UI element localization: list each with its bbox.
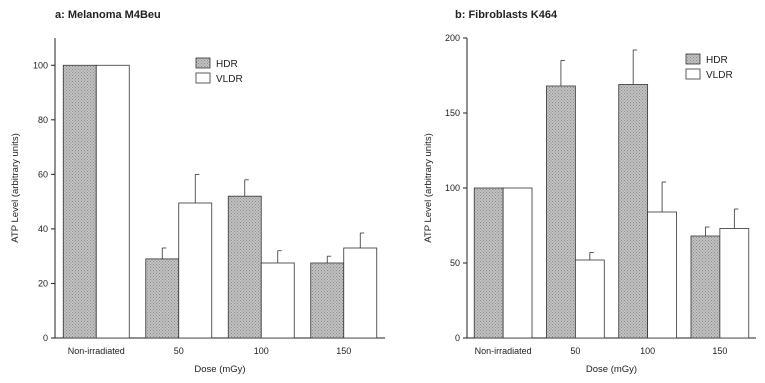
x-tick-label: Non-irradiated: [68, 346, 125, 356]
bar-vldr-2: [260, 262, 295, 339]
bar-hdr-1: [546, 85, 576, 339]
chart-panel-fibroblasts: b: Fibroblasts K464 0 50 100 150 200 ATP Level…: [423, 9, 756, 375]
bar-hdr-3: [690, 235, 721, 339]
bar-hdr-1: [145, 258, 180, 339]
legend-swatch-vldr: [685, 68, 701, 80]
x-tick-label: 100: [640, 346, 655, 356]
x-tick-label: 50: [174, 346, 184, 356]
y-tick-label: 20: [38, 278, 48, 288]
y-tick-label: 0: [455, 333, 460, 343]
y-tick-label: 200: [445, 33, 460, 43]
x-axis-title: Dose (mGy): [586, 364, 637, 375]
bar-hdr-3: [310, 262, 345, 339]
chart-panel-melanoma: a: Melanoma M4Beu 0 20 40 60 80 100 ATP Level (…: [10, 9, 385, 375]
bar-vldr-1: [178, 202, 213, 339]
legend-swatch-vldr: [195, 72, 211, 84]
bar-vldr-0: [502, 187, 533, 339]
legend-label-hdr: HDR: [216, 59, 238, 70]
y-tick-label: 60: [38, 169, 48, 179]
x-tick-label: 150: [712, 346, 727, 356]
bar-vldr-2: [647, 211, 677, 339]
x-tick-label: 100: [254, 346, 269, 356]
bar-vldr-0: [95, 64, 130, 339]
y-axis-title: ATP Level (arbitrary units): [423, 133, 434, 242]
chart-title: a: Melanoma M4Beu: [55, 9, 161, 21]
y-tick-label: 80: [38, 115, 48, 125]
chart-title: b: Fibroblasts K464: [455, 9, 558, 21]
y-tick-label: 100: [445, 183, 460, 193]
x-axis-title: Dose (mGy): [194, 364, 245, 375]
legend-swatch-hdr: [195, 57, 211, 69]
bar-hdr-2: [618, 84, 649, 339]
legend: HDR VLDR: [195, 57, 243, 85]
y-tick-label: 0: [43, 333, 48, 343]
y-tick-label: 40: [38, 224, 48, 234]
legend: HDR VLDR: [685, 53, 733, 81]
legend-label-vldr: VLDR: [706, 70, 733, 81]
y-tick-label: 150: [445, 108, 460, 118]
x-tick-label: 50: [570, 346, 580, 356]
bar-hdr-0: [62, 64, 97, 339]
x-tick-label: Non-irradiated: [475, 346, 532, 356]
bar-hdr-2: [227, 195, 262, 339]
legend-label-hdr: HDR: [706, 55, 728, 66]
y-tick-label: 100: [33, 60, 48, 70]
y-axis-title: ATP Level (arbitrary units): [10, 133, 21, 242]
legend-swatch-hdr: [685, 53, 701, 65]
x-tick-label: 150: [336, 346, 351, 356]
bar-vldr-3: [343, 247, 378, 339]
bar-vldr-3: [719, 228, 750, 339]
bar-vldr-1: [574, 259, 605, 339]
y-tick-label: 50: [450, 258, 460, 268]
legend-label-vldr: VLDR: [216, 74, 243, 85]
bar-hdr-0: [473, 187, 504, 339]
